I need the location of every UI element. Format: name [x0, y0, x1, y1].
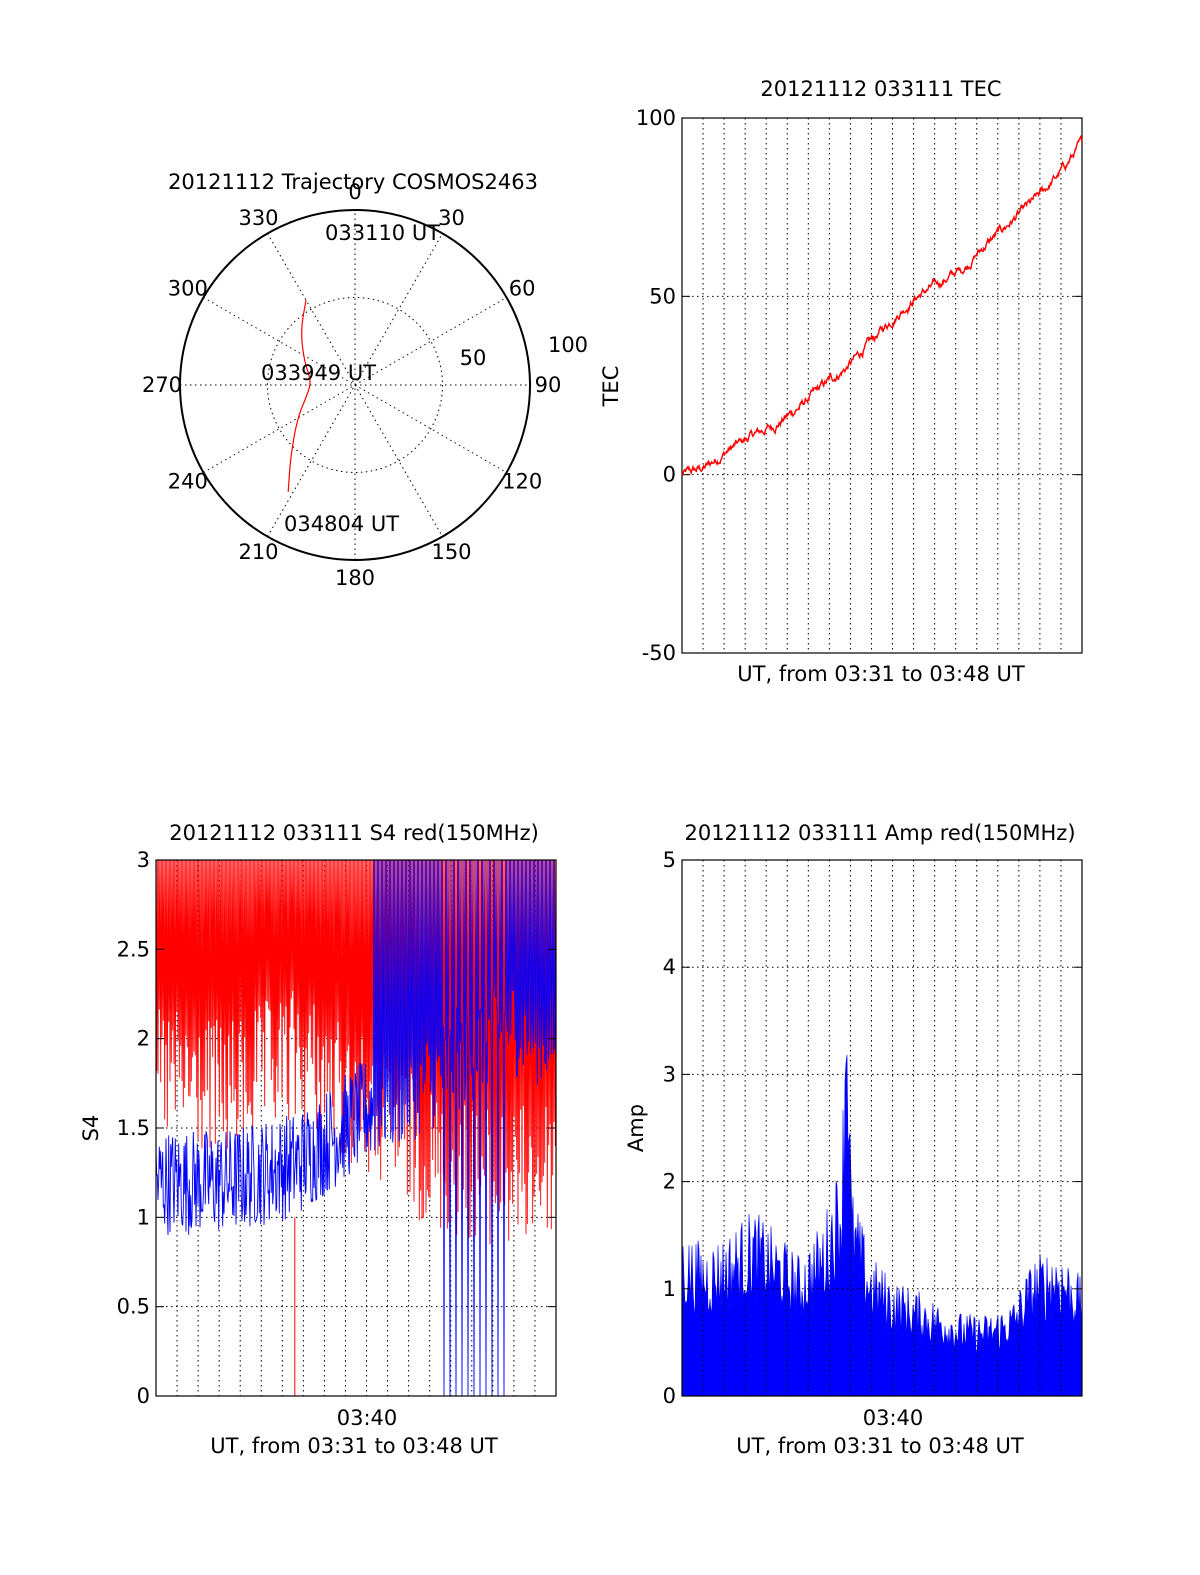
amp-plot-frame	[681, 859, 1083, 1397]
trajectory-start-label: 033110 UT	[325, 221, 440, 245]
tec-grid	[682, 117, 1082, 654]
y-tick-label: 2	[137, 1027, 150, 1051]
y-tick-label: 0	[663, 463, 676, 487]
tec-title: 20121112 033111 TEC	[760, 77, 1001, 101]
amp-panel: 20121112 033111 Amp red(150MHz) 0 1 2 3 4 5 0…	[624, 821, 1083, 1458]
polar-ring-50	[267, 297, 443, 473]
amp-x-tick-label: 03:40	[863, 1406, 924, 1430]
y-tick-label: 2.5	[117, 937, 150, 961]
trajectory-line	[287, 299, 311, 492]
y-tick-label: 100	[636, 106, 676, 130]
y-tick-label: 50	[649, 284, 676, 308]
polar-spoke	[267, 233, 443, 537]
polar-panel: 20121112 Trajectory COSMOS2463 0 30 60 90 12…	[142, 170, 588, 590]
polar-title: 20121112 Trajectory COSMOS2463	[168, 170, 538, 194]
tec-series-line	[681, 135, 1083, 477]
tec-plot-frame	[681, 117, 1083, 654]
polar-radial-label: 50	[460, 346, 487, 370]
s4-title: 20121112 033111 S4 red(150MHz)	[169, 821, 539, 845]
y-tick-label: 0	[137, 1384, 150, 1408]
amp-title: 20121112 033111 Amp red(150MHz)	[684, 821, 1075, 845]
y-tick-label: 0.5	[117, 1295, 150, 1319]
tec-ylabel: TEC	[599, 366, 623, 408]
y-tick-label: -50	[642, 641, 676, 665]
polar-azimuth-labels: 0 30 60 90 120 150 180 210 240 270 300 330	[142, 180, 561, 590]
s4-y-ticks: 0 0.5 1 1.5 2 2.5 3	[117, 848, 556, 1408]
y-tick-label: 1	[137, 1205, 150, 1229]
polar-azimuth-label: 0	[348, 180, 361, 204]
amp-bars	[681, 1054, 1083, 1397]
s4-panel: 20121112 033111 S4 red(150MHz) 0 0.5 1 1.5 2…	[79, 821, 557, 1458]
s4-ylabel: S4	[79, 1115, 103, 1142]
amp-xlabel: UT, from 03:31 to 03:48 UT	[736, 1434, 1024, 1458]
y-tick-label: 4	[663, 955, 676, 979]
s4-x-tick-label: 03:40	[337, 1406, 398, 1430]
tec-xlabel: UT, from 03:31 to 03:48 UT	[737, 662, 1025, 686]
polar-azimuth-label: 240	[168, 470, 208, 494]
trajectory-end-label: 034804 UT	[284, 512, 399, 536]
polar-azimuth-label: 300	[168, 277, 208, 301]
polar-azimuth-label: 120	[502, 470, 542, 494]
polar-azimuth-label: 60	[509, 277, 536, 301]
y-tick-label: 1	[663, 1277, 676, 1301]
polar-radial-label: 100	[548, 333, 588, 357]
amp-series-area	[681, 1054, 1083, 1397]
y-tick-label: 1.5	[117, 1116, 150, 1140]
s4-blue-trace	[155, 859, 557, 1397]
amp-ylabel: Amp	[624, 1104, 648, 1152]
polar-azimuth-label: 90	[535, 373, 562, 397]
polar-azimuth-label: 150	[431, 540, 471, 564]
tec-panel: 20121112 033111 TEC -50 0 50 100 TEC UT, fr…	[599, 77, 1083, 686]
polar-azimuth-label: 30	[438, 206, 465, 230]
polar-azimuth-label: 270	[142, 373, 182, 397]
polar-grid	[180, 210, 530, 560]
polar-azimuth-label: 210	[238, 540, 278, 564]
y-tick-label: 3	[663, 1062, 676, 1086]
tec-y-ticks: -50 0 50 100	[636, 106, 1082, 665]
trajectory-mid-label: 033949 UT	[261, 361, 376, 385]
y-tick-label: 2	[663, 1170, 676, 1194]
s4-xlabel: UT, from 03:31 to 03:48 UT	[210, 1434, 498, 1458]
polar-azimuth-label: 180	[335, 566, 375, 590]
polar-azimuth-label: 330	[238, 206, 278, 230]
y-tick-label: 0	[663, 1384, 676, 1408]
y-tick-label: 3	[137, 848, 150, 872]
y-tick-label: 5	[663, 848, 676, 872]
amp-y-ticks: 0 1 2 3 4 5	[663, 848, 1082, 1408]
